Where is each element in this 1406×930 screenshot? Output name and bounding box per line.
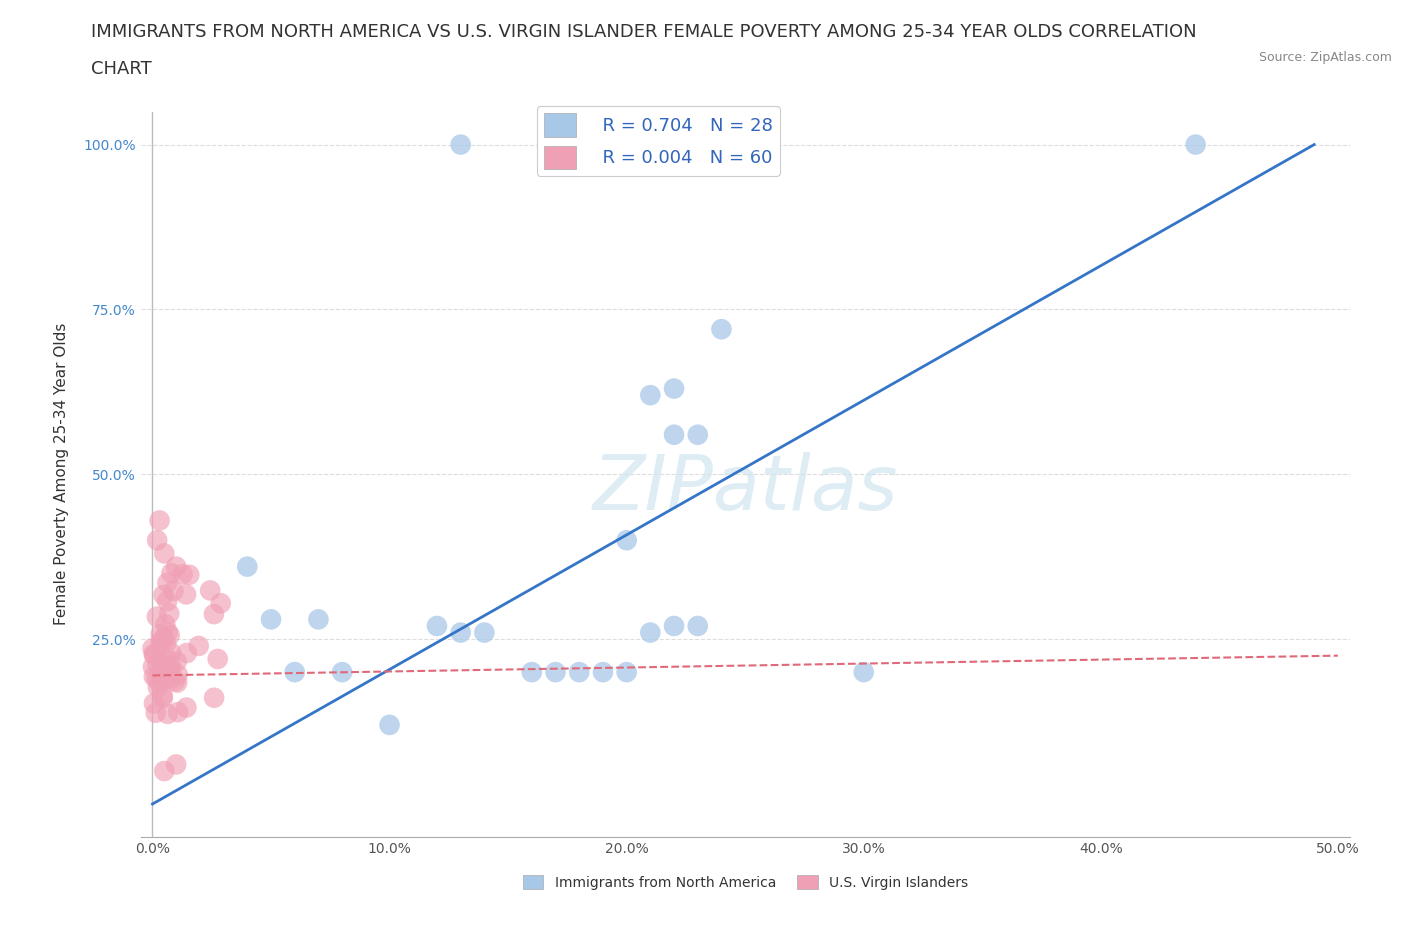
- Point: [616, 665, 638, 680]
- Point: [149, 627, 172, 642]
- Point: [520, 665, 543, 680]
- Point: [152, 588, 174, 603]
- Point: [450, 625, 472, 640]
- Point: [156, 625, 179, 640]
- Point: [159, 670, 181, 684]
- Point: [155, 617, 177, 631]
- Point: [142, 669, 165, 684]
- Point: [686, 427, 709, 442]
- Point: [616, 533, 638, 548]
- Point: [166, 654, 188, 669]
- Point: [149, 634, 172, 649]
- Point: [640, 625, 662, 640]
- Point: [148, 513, 170, 528]
- Point: [176, 700, 198, 715]
- Point: [146, 533, 169, 548]
- Point: [166, 667, 188, 682]
- Point: [330, 665, 353, 680]
- Point: [150, 670, 173, 684]
- Point: [568, 137, 591, 152]
- Point: [207, 652, 229, 667]
- Point: [662, 381, 685, 396]
- Point: [378, 717, 401, 732]
- Point: [141, 641, 163, 656]
- Point: [146, 680, 169, 695]
- Point: [156, 576, 179, 591]
- Point: [592, 137, 614, 152]
- Point: [1184, 137, 1206, 152]
- Point: [150, 656, 173, 671]
- Point: [149, 676, 172, 691]
- Point: [152, 691, 174, 706]
- Point: [450, 137, 472, 152]
- Point: [686, 618, 709, 633]
- Y-axis label: Female Poverty Among 25-34 Year Olds: Female Poverty Among 25-34 Year Olds: [55, 323, 69, 626]
- Point: [153, 764, 176, 778]
- Point: [145, 705, 167, 720]
- Point: [187, 639, 209, 654]
- Point: [172, 566, 194, 581]
- Point: [155, 636, 177, 651]
- Point: [202, 690, 225, 705]
- Point: [167, 705, 190, 720]
- Point: [198, 583, 221, 598]
- Point: [640, 388, 662, 403]
- Point: [179, 567, 201, 582]
- Point: [156, 652, 179, 667]
- Text: Source: ZipAtlas.com: Source: ZipAtlas.com: [1258, 51, 1392, 64]
- Point: [145, 671, 167, 686]
- Point: [174, 587, 197, 602]
- Point: [142, 646, 165, 661]
- Point: [202, 606, 225, 621]
- Point: [156, 707, 179, 722]
- Point: [592, 665, 614, 680]
- Point: [159, 665, 181, 680]
- Point: [159, 660, 181, 675]
- Point: [568, 665, 591, 680]
- Point: [146, 658, 169, 672]
- Point: [153, 631, 176, 645]
- Point: [163, 673, 186, 688]
- Text: CHART: CHART: [91, 60, 152, 78]
- Point: [284, 665, 307, 680]
- Point: [165, 559, 187, 574]
- Text: ZIPatlas: ZIPatlas: [592, 452, 898, 525]
- Point: [160, 671, 183, 685]
- Point: [152, 688, 174, 703]
- Point: [474, 625, 496, 640]
- Point: [662, 618, 685, 633]
- Point: [143, 648, 166, 663]
- Point: [160, 565, 183, 580]
- Point: [146, 609, 169, 624]
- Point: [142, 659, 165, 674]
- Point: [662, 427, 685, 442]
- Point: [710, 322, 733, 337]
- Point: [307, 612, 329, 627]
- Point: [160, 658, 183, 673]
- Point: [852, 665, 875, 680]
- Point: [165, 757, 187, 772]
- Point: [159, 628, 181, 643]
- Point: [209, 596, 232, 611]
- Point: [153, 546, 176, 561]
- Point: [150, 637, 173, 652]
- Legend: Immigrants from North America, U.S. Virgin Islanders: Immigrants from North America, U.S. Virg…: [517, 870, 973, 896]
- Point: [426, 618, 449, 633]
- Point: [160, 645, 183, 660]
- Text: IMMIGRANTS FROM NORTH AMERICA VS U.S. VIRGIN ISLANDER FEMALE POVERTY AMONG 25-34: IMMIGRANTS FROM NORTH AMERICA VS U.S. VI…: [91, 23, 1197, 41]
- Point: [157, 606, 180, 621]
- Point: [260, 612, 283, 627]
- Point: [156, 593, 179, 608]
- Point: [166, 675, 188, 690]
- Point: [176, 645, 198, 660]
- Point: [162, 584, 184, 599]
- Point: [142, 696, 165, 711]
- Point: [236, 559, 259, 574]
- Point: [544, 665, 567, 680]
